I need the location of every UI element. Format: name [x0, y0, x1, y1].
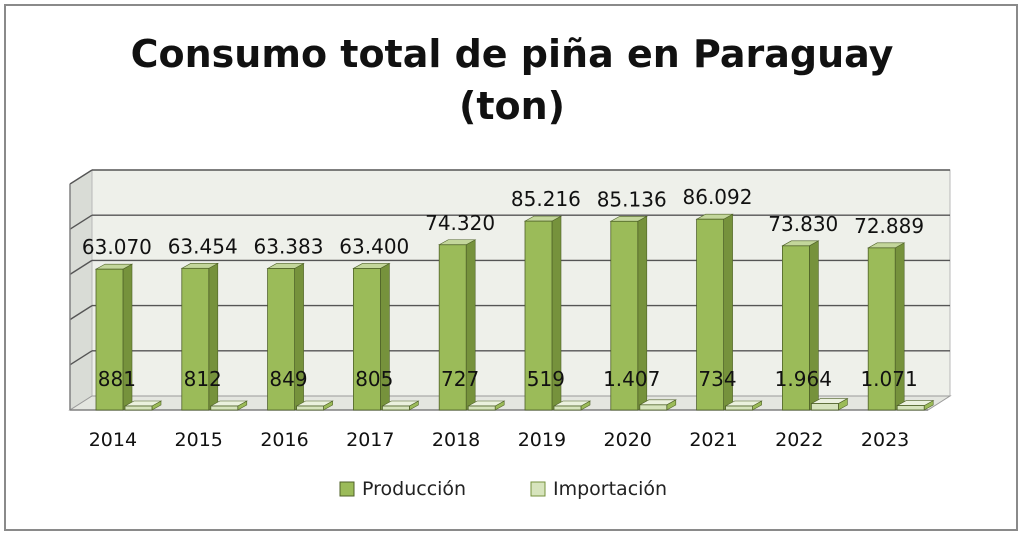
x-tick-label: 2019 [518, 429, 566, 451]
produccion-bar [524, 220, 553, 411]
produccion-bar [782, 245, 810, 411]
gridline-side [69, 259, 93, 275]
produccion-data-label: 72.889 [854, 214, 924, 238]
produccion-data-label: 63.400 [339, 234, 409, 258]
importacion-bar [553, 405, 582, 411]
produccion-bar [95, 268, 124, 411]
produccion-bar [867, 247, 896, 411]
importacion-bar [381, 405, 410, 411]
importacion-bar [467, 405, 496, 411]
produccion-data-label: 63.454 [168, 234, 238, 258]
x-tick-label: 2016 [260, 429, 308, 451]
importacion-data-label: 1.964 [775, 367, 832, 391]
legend-swatch-importacion [530, 481, 546, 497]
gridline-side [69, 169, 93, 185]
importacion-bar [639, 404, 668, 411]
importacion-bar [811, 403, 839, 411]
importacion-data-label: 1.407 [603, 367, 660, 391]
importacion-data-label: 881 [98, 367, 136, 391]
chart-title-line1: Consumo total de piña en Paraguay [130, 32, 894, 76]
produccion-bar [352, 268, 381, 411]
importacion-bar [896, 405, 925, 411]
legend-label-importacion: Importación [553, 478, 667, 500]
chart-title: Consumo total de piña en Paraguay (ton) [0, 28, 1024, 132]
importacion-data-label: 519 [527, 367, 565, 391]
legend-label-produccion: Producción [362, 478, 466, 500]
produccion-bar [267, 268, 296, 411]
produccion-data-label: 73.830 [768, 212, 838, 236]
gridline-side [69, 350, 93, 366]
produccion-data-label: 86.092 [683, 185, 753, 209]
x-tick-label: 2022 [775, 429, 823, 451]
importacion-data-label: 734 [698, 367, 736, 391]
importacion-data-label: 812 [184, 367, 222, 391]
produccion-data-label: 63.070 [82, 235, 152, 259]
chart-title-line2: (ton) [458, 84, 566, 128]
importacion-bar [210, 405, 239, 411]
importacion-data-label: 727 [441, 367, 479, 391]
side-wall [69, 169, 93, 411]
importacion-bar [725, 405, 753, 411]
x-tick-label: 2014 [89, 429, 137, 451]
x-tick-label: 2021 [689, 429, 737, 451]
gridline-side [69, 305, 93, 321]
produccion-bar [438, 244, 467, 411]
importacion-bar [124, 405, 153, 411]
produccion-data-label: 74.320 [425, 211, 495, 235]
importacion-data-label: 805 [355, 367, 393, 391]
importacion-bar [296, 405, 325, 411]
importacion-data-label: 849 [269, 367, 307, 391]
legend-swatch-produccion [339, 481, 355, 497]
produccion-bar [696, 218, 724, 411]
x-tick-label: 2018 [432, 429, 480, 451]
importacion-data-label: 1.071 [860, 367, 917, 391]
produccion-bar [181, 267, 210, 411]
x-tick-label: 2015 [175, 429, 223, 451]
produccion-data-label: 85.216 [511, 187, 581, 211]
gridline-side [69, 214, 93, 230]
produccion-bar [610, 220, 639, 411]
x-tick-label: 2020 [604, 429, 652, 451]
x-tick-label: 2023 [861, 429, 909, 451]
x-tick-label: 2017 [346, 429, 394, 451]
produccion-data-label: 63.383 [254, 234, 324, 258]
produccion-data-label: 85.136 [597, 187, 667, 211]
